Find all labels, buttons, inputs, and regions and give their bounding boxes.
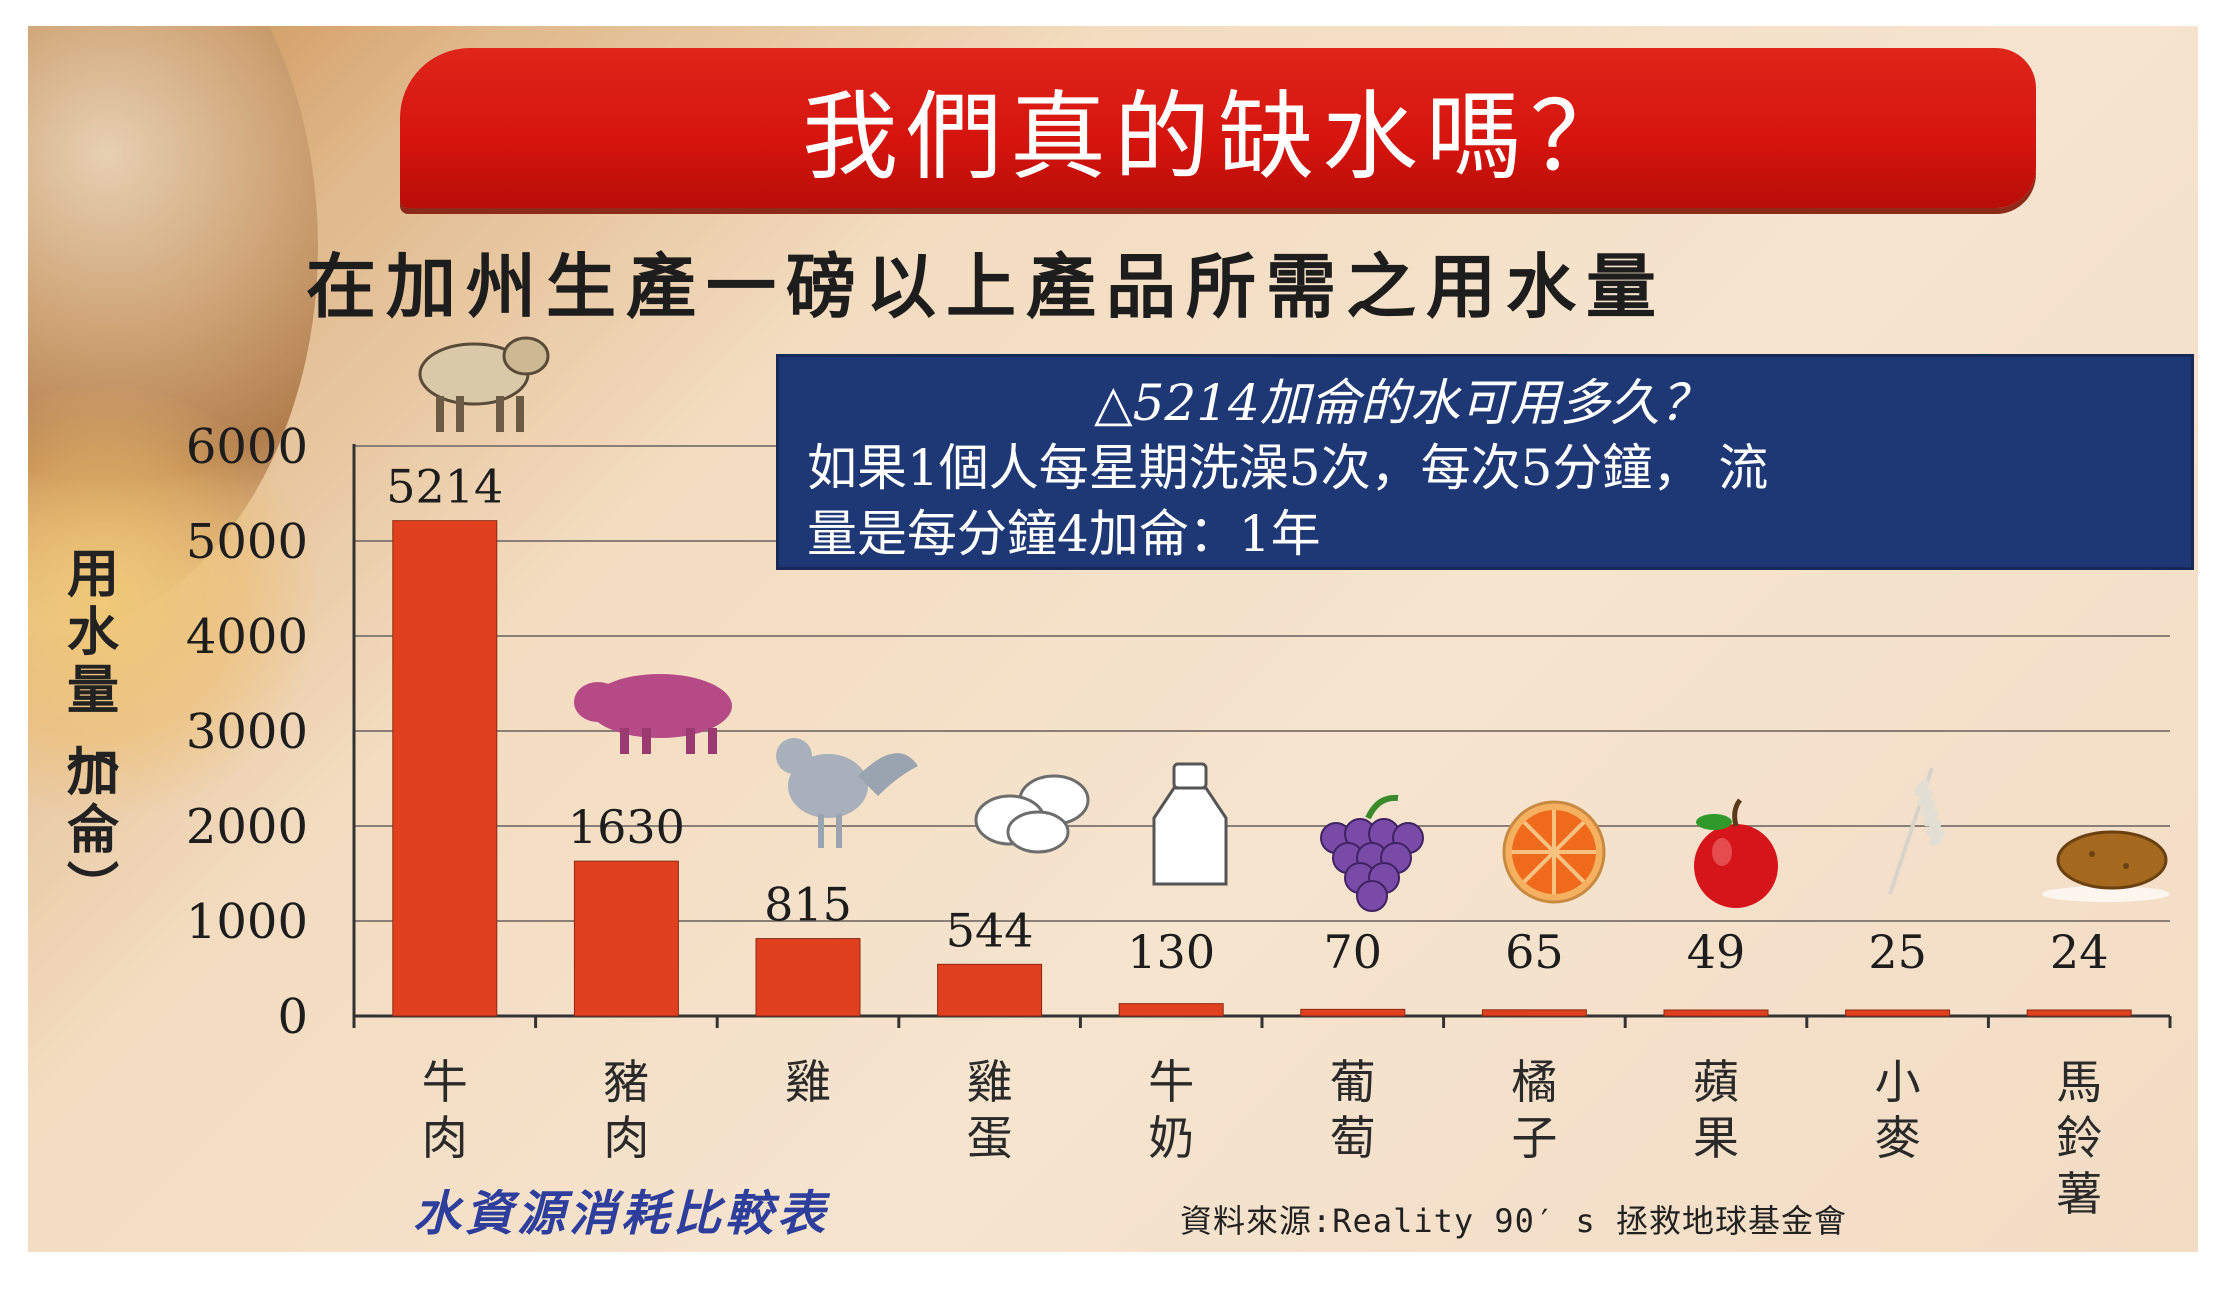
potato-icon bbox=[2042, 830, 2170, 902]
cow-icon bbox=[418, 336, 550, 432]
bar bbox=[1845, 1009, 1951, 1017]
y-tick-label: 4000 bbox=[186, 609, 308, 665]
y-tick-label: 6000 bbox=[186, 419, 308, 475]
bar bbox=[755, 938, 861, 1017]
source-credit: 資料來源:Reality 90′ s 拯救地球基金會 bbox=[1180, 1202, 1847, 1240]
data-label: 24 bbox=[2050, 925, 2109, 979]
grapes-icon bbox=[1320, 794, 1424, 912]
data-label: 70 bbox=[1324, 925, 1383, 979]
bar bbox=[1481, 1009, 1587, 1017]
x-tick-label: 蛋 bbox=[967, 1111, 1013, 1165]
slide: 我們真的缺水嗎？ 在加州生產一磅以上產品所需之用水量 0 1000 2000 3000… bbox=[28, 26, 2198, 1252]
wheat-icon bbox=[1888, 767, 1945, 895]
rooster-icon bbox=[776, 738, 918, 848]
x-tick-label: 鈴 bbox=[2056, 1111, 2102, 1165]
orange-icon bbox=[1502, 800, 1606, 904]
info-line-2: 量是每分鐘4加侖：1年 bbox=[807, 505, 1321, 563]
x-tick-label: 豬 bbox=[603, 1055, 649, 1109]
x-tick-label: 子 bbox=[1511, 1111, 1557, 1165]
data-label: 49 bbox=[1687, 925, 1746, 979]
x-tick-label: 馬 bbox=[2056, 1055, 2102, 1109]
y-tick-label: 1000 bbox=[186, 894, 308, 950]
x-tick-label: 小 bbox=[1875, 1055, 1921, 1109]
x-tick-label: 雞 bbox=[785, 1055, 831, 1109]
y-tick-label: 5000 bbox=[186, 514, 308, 570]
chart-caption: 水資源消耗比較表 bbox=[413, 1186, 830, 1242]
data-label: 815 bbox=[764, 878, 852, 932]
y-axis-label: 用水量 ︵ 加侖 ︶ bbox=[66, 544, 119, 919]
x-tick-label: 奶 bbox=[1148, 1111, 1194, 1165]
x-tick-label: 肉 bbox=[603, 1111, 649, 1165]
eggs-icon bbox=[974, 774, 1090, 854]
data-label: 5214 bbox=[386, 460, 503, 514]
pig-icon bbox=[574, 674, 732, 754]
y-tick-label: 0 bbox=[277, 989, 308, 1045]
data-label: 65 bbox=[1505, 925, 1564, 979]
milk-bottle-icon bbox=[1152, 762, 1228, 886]
title-banner: 我們真的缺水嗎？ bbox=[400, 48, 2036, 208]
bar bbox=[1663, 1009, 1769, 1017]
info-box: △5214加侖的水可用多久？ 如果1個人每星期洗澡5次，每次5分鐘， 流 量是每… bbox=[776, 354, 2194, 570]
x-tick-label: 蘋 bbox=[1693, 1055, 1739, 1109]
bar bbox=[1300, 1008, 1406, 1017]
bar bbox=[937, 963, 1043, 1017]
x-tick-label: 葡 bbox=[1330, 1055, 1376, 1109]
x-tick-label: 萄 bbox=[1330, 1111, 1376, 1165]
x-tick-label: 橘 bbox=[1511, 1055, 1557, 1109]
x-tick-label: 牛 bbox=[422, 1055, 468, 1109]
apple-icon bbox=[1694, 798, 1778, 908]
bar-chart: 01000200030004000500060005214牛肉1630豬肉815… bbox=[186, 336, 2172, 1221]
bar bbox=[392, 520, 498, 1017]
x-tick-label: 麥 bbox=[1875, 1111, 1921, 1165]
data-label: 1630 bbox=[568, 800, 685, 854]
bar bbox=[1118, 1003, 1224, 1017]
data-label: 25 bbox=[1868, 925, 1927, 979]
x-tick-label: 雞 bbox=[967, 1055, 1013, 1109]
x-tick-label: 果 bbox=[1693, 1111, 1739, 1165]
y-tick-label: 2000 bbox=[186, 799, 308, 855]
x-tick-label: 薯 bbox=[2056, 1167, 2102, 1221]
chart-subtitle: 在加州生產一磅以上產品所需之用水量 bbox=[306, 245, 1666, 328]
info-line-1: 如果1個人每星期洗澡5次，每次5分鐘， 流 bbox=[807, 439, 1769, 497]
bar bbox=[573, 860, 679, 1017]
x-tick-label: 肉 bbox=[422, 1111, 468, 1165]
info-question: △5214加侖的水可用多久？ bbox=[1094, 374, 1710, 432]
x-tick-label: 牛 bbox=[1148, 1055, 1194, 1109]
bar bbox=[2026, 1009, 2132, 1017]
page-title: 我們真的缺水嗎？ bbox=[802, 80, 1634, 193]
data-label: 544 bbox=[946, 903, 1034, 957]
data-label: 130 bbox=[1127, 925, 1215, 979]
y-tick-label: 3000 bbox=[186, 704, 308, 760]
